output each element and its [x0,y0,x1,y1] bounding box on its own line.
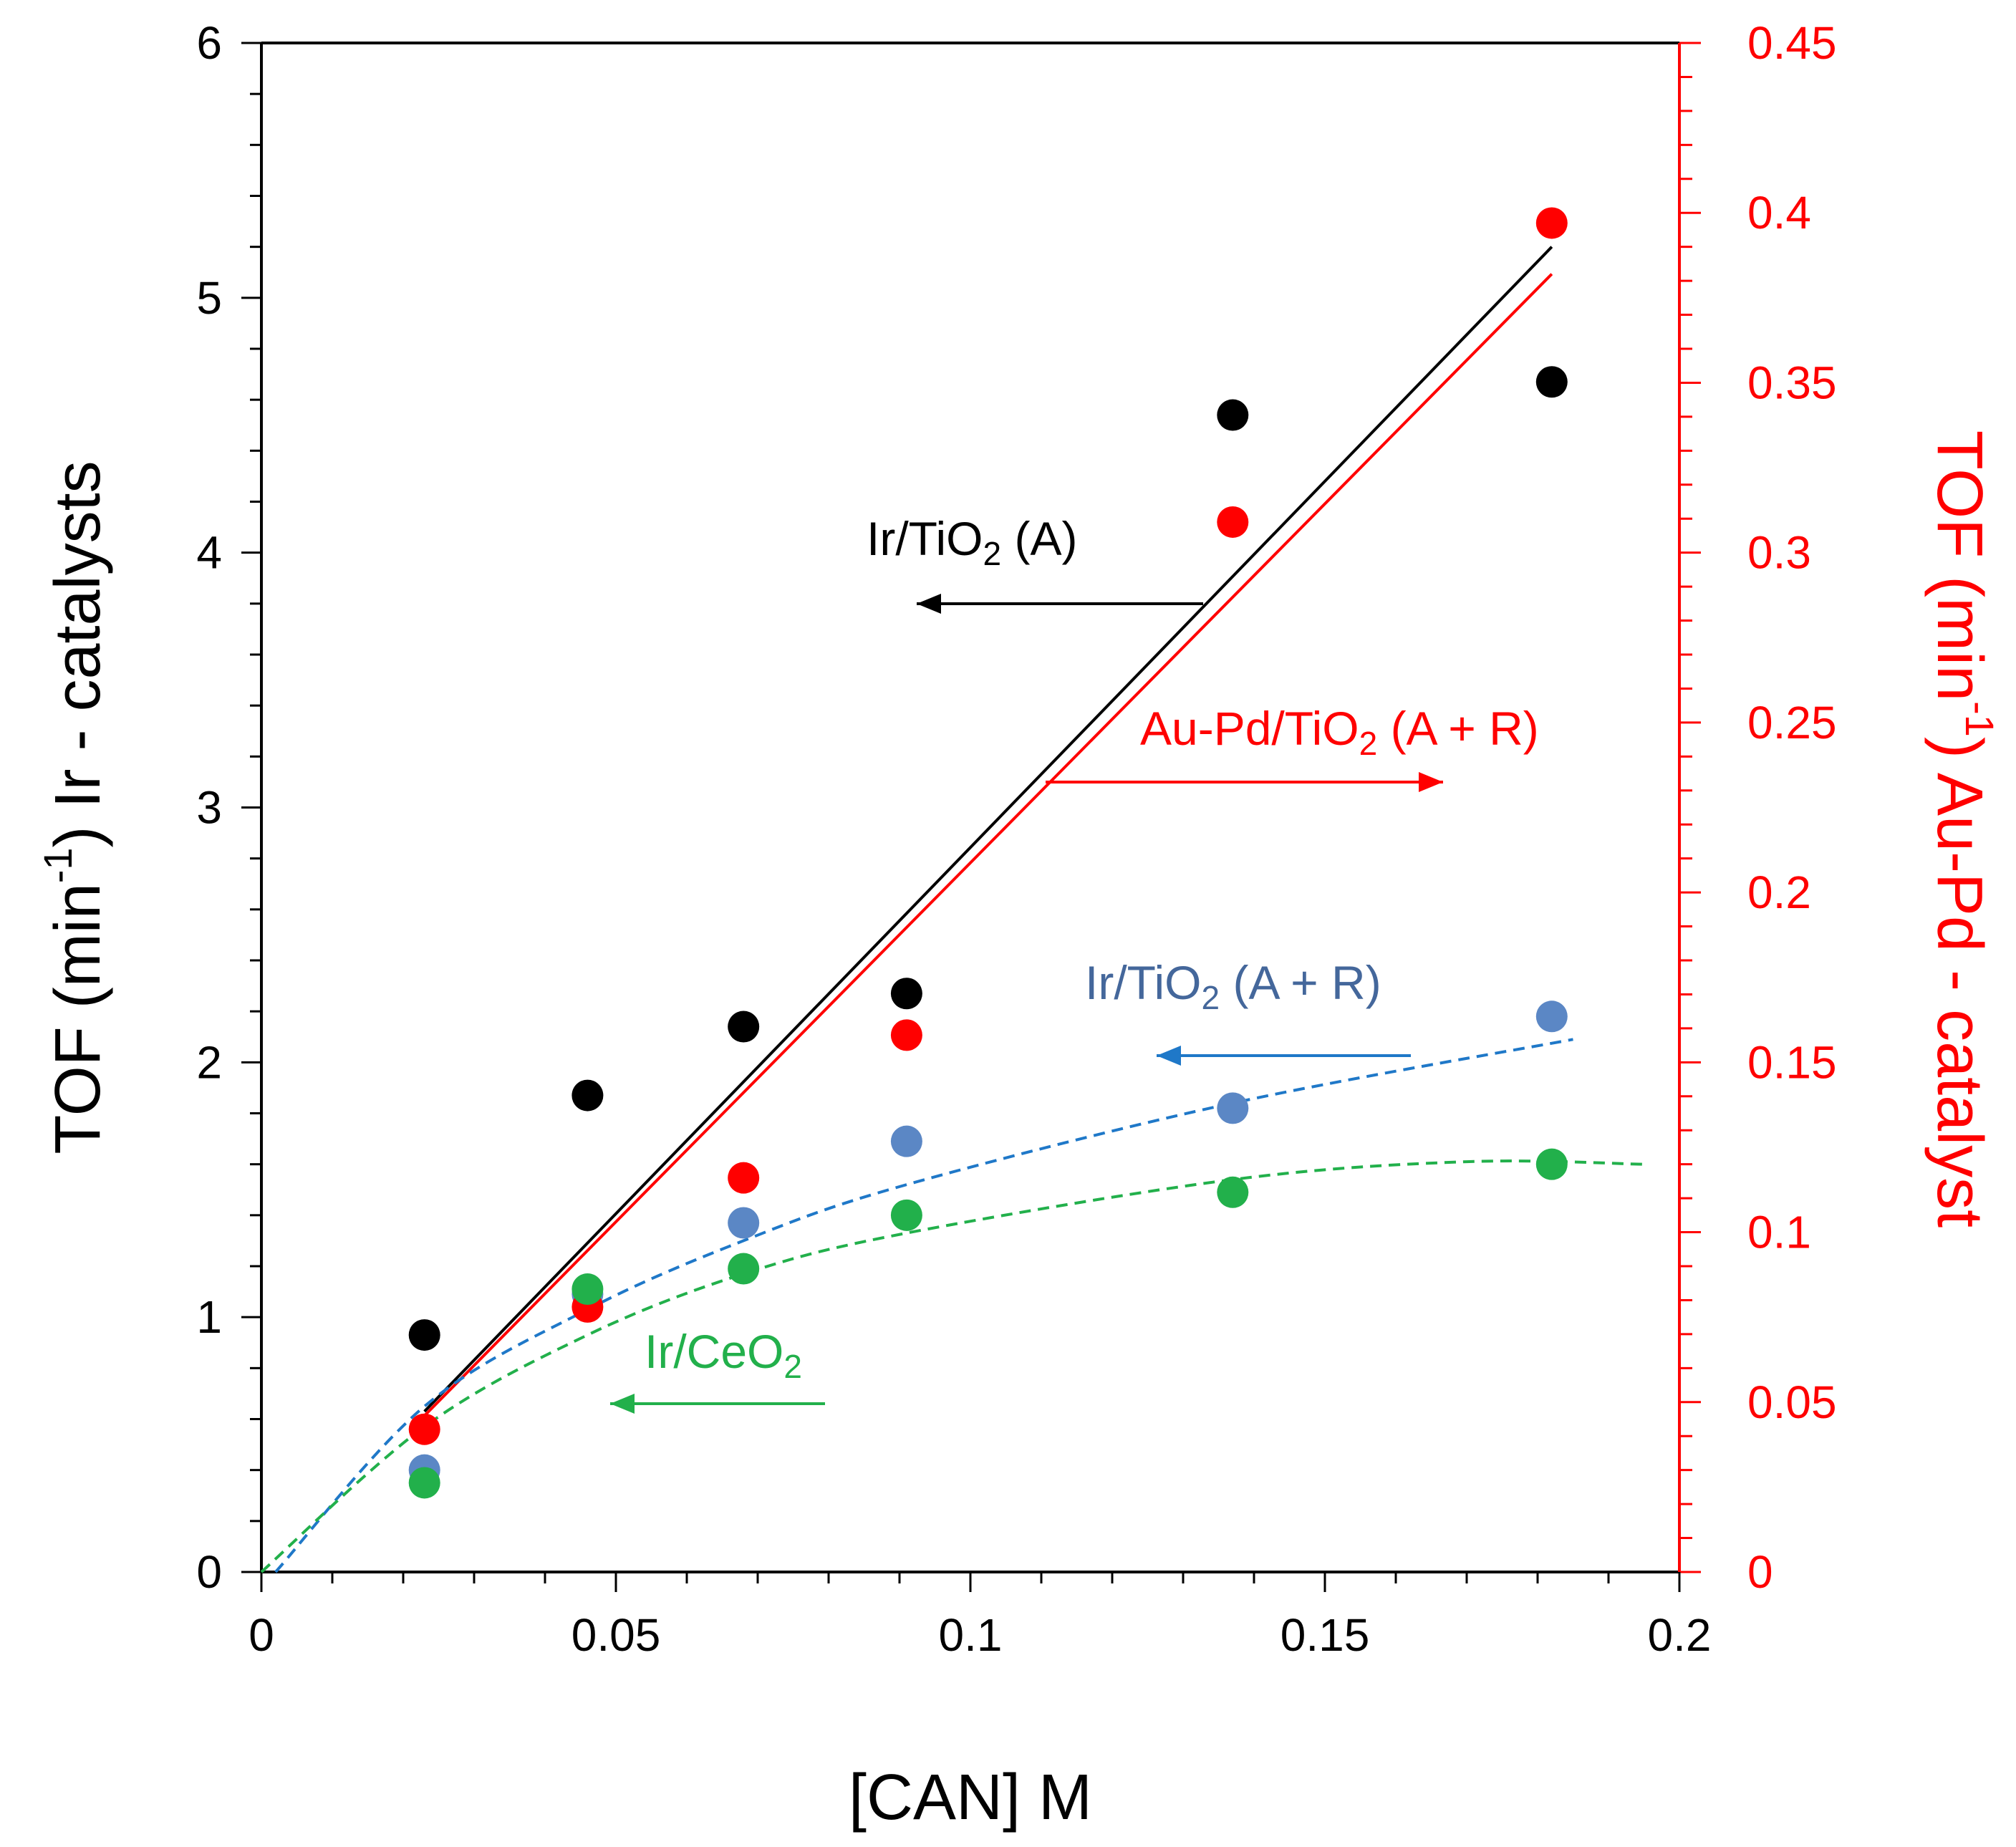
y-left-title-rest: ) Ir - catalysts [42,460,114,847]
point-ir-tio2-a-r [1217,1092,1249,1124]
y-right-tick-label: 0.4 [1747,187,1811,238]
y-right-tick-label: 0.05 [1747,1376,1837,1428]
y-right-title-main: TOF (min [1924,430,1995,701]
point-ir-tio2-a-r [728,1207,760,1239]
point-ir-ceo2 [408,1467,440,1499]
axes: 0 1 2 3 4 5 6 0 0.05 0.1 0.15 0.2 0.25 0.3 0.35 0.4 0.45… [196,17,1836,1661]
annotation-label-subscript: 2 [983,535,1002,572]
fit-line-ir-tio2-a [423,246,1553,1413]
annotation-label-rest: (A) [1001,512,1077,565]
point-au-pd-tio2-a-r [408,1413,440,1445]
point-ir-tio2-a [1535,366,1568,398]
annotation-label-rest: (A + R) [1220,956,1381,1009]
y-right-tick-label: 0.3 [1747,527,1811,579]
annotation-arrow-head-ir-tio2-a-r [1157,1046,1181,1066]
fit-lines [260,246,1644,1573]
y-right-tick-label: 0.1 [1747,1207,1811,1258]
point-au-pd-tio2-a-r [1535,207,1568,239]
point-ir-tio2-a [890,978,922,1010]
point-ir-tio2-a [408,1319,440,1351]
annotation-label-ir-ceo2: Ir/CeO2 [645,1325,802,1385]
annotation-label-subscript: 2 [1202,979,1220,1016]
x-tick-label: 0 [249,1609,274,1661]
y-left-axis-title: TOF (min-1) Ir - catalysts [35,460,114,1154]
fit-line-ir-tio2-a-r [274,1038,1573,1573]
annotation-label-main: Au-Pd/TiO [1140,702,1359,755]
annotation-label-rest: (A + R) [1377,702,1539,755]
x-tick-label: 0.15 [1281,1609,1370,1661]
y-left-tick-label: 1 [196,1291,222,1343]
y-left-tick-label: 3 [196,782,222,834]
point-au-pd-tio2-a-r [890,1019,922,1051]
annotation-label-au-pd-tio2-a-r: Au-Pd/TiO2 (A + R) [1140,702,1539,762]
point-ir-tio2-a-r [890,1125,922,1157]
y-left-tick-label: 4 [196,527,222,579]
annotation-arrow-head-au-pd-tio2-a-r [1419,772,1443,792]
y-left-tick-label: 6 [196,17,222,69]
y-right-tick-label: 0.2 [1747,867,1811,918]
x-tick-label: 0.1 [939,1609,1003,1661]
y-left-tick-label: 0 [196,1546,222,1598]
point-ir-ceo2 [571,1273,604,1306]
y-left-tick-label: 2 [196,1036,222,1088]
annotation-label-subscript: 2 [1359,725,1378,762]
x-tick-label: 0.05 [571,1609,661,1661]
point-ir-ceo2 [1217,1176,1249,1208]
annotation-label-ir-tio2-a-r: Ir/TiO2 (A + R) [1085,956,1381,1016]
point-ir-ceo2 [1535,1148,1568,1180]
y-right-tick-label: 0.35 [1747,357,1837,408]
annotation-label-main: Ir/TiO [867,512,983,565]
y-right-title-rest: ) Au-Pd - catalyst [1924,737,1995,1228]
point-au-pd-tio2-a-r [728,1162,760,1194]
point-ir-tio2-a [1217,399,1249,431]
y-left-tick-label: 5 [196,272,222,324]
y-right-axis-title: TOF (min-1) Au-Pd - catalyst [1924,430,2002,1228]
point-ir-ceo2 [728,1253,760,1285]
annotation-arrow-head-ir-tio2-a [917,594,941,614]
y-left-title-main: TOF (min [42,883,114,1154]
annotation-label-subscript: 2 [783,1348,802,1385]
point-ir-ceo2 [890,1199,922,1231]
x-axis-title: [CAN] M [849,1762,1092,1833]
point-ir-tio2-a [571,1079,604,1111]
annotation-label-main: Ir/CeO [645,1325,783,1378]
annotation-arrow-head-ir-ceo2 [610,1394,635,1414]
point-ir-tio2-a [728,1011,760,1043]
y-right-tick-label: 0.15 [1747,1036,1837,1088]
fit-line-ir-ceo2 [260,1159,1644,1573]
data-points [408,207,1568,1499]
annotation-label-main: Ir/TiO [1085,956,1202,1009]
annotation-label-ir-tio2-a: Ir/TiO2 (A) [867,512,1077,572]
annotations: Ir/TiO2 (A)Au-Pd/TiO2 (A + R)Ir/TiO2 (A … [610,512,1539,1414]
fit-line-au-pd-tio2-a-r [423,273,1553,1417]
y-right-tick-label: 0.25 [1747,697,1837,748]
y-right-tick-label: 0.45 [1747,17,1837,69]
y-left-title-superscript: -1 [35,847,80,883]
y-right-tick-label: 0 [1747,1546,1773,1598]
x-tick-label: 0.2 [1648,1609,1712,1661]
y-right-title-superscript: -1 [1957,701,2002,737]
point-ir-tio2-a-r [1535,1000,1568,1033]
point-au-pd-tio2-a-r [1217,506,1249,538]
